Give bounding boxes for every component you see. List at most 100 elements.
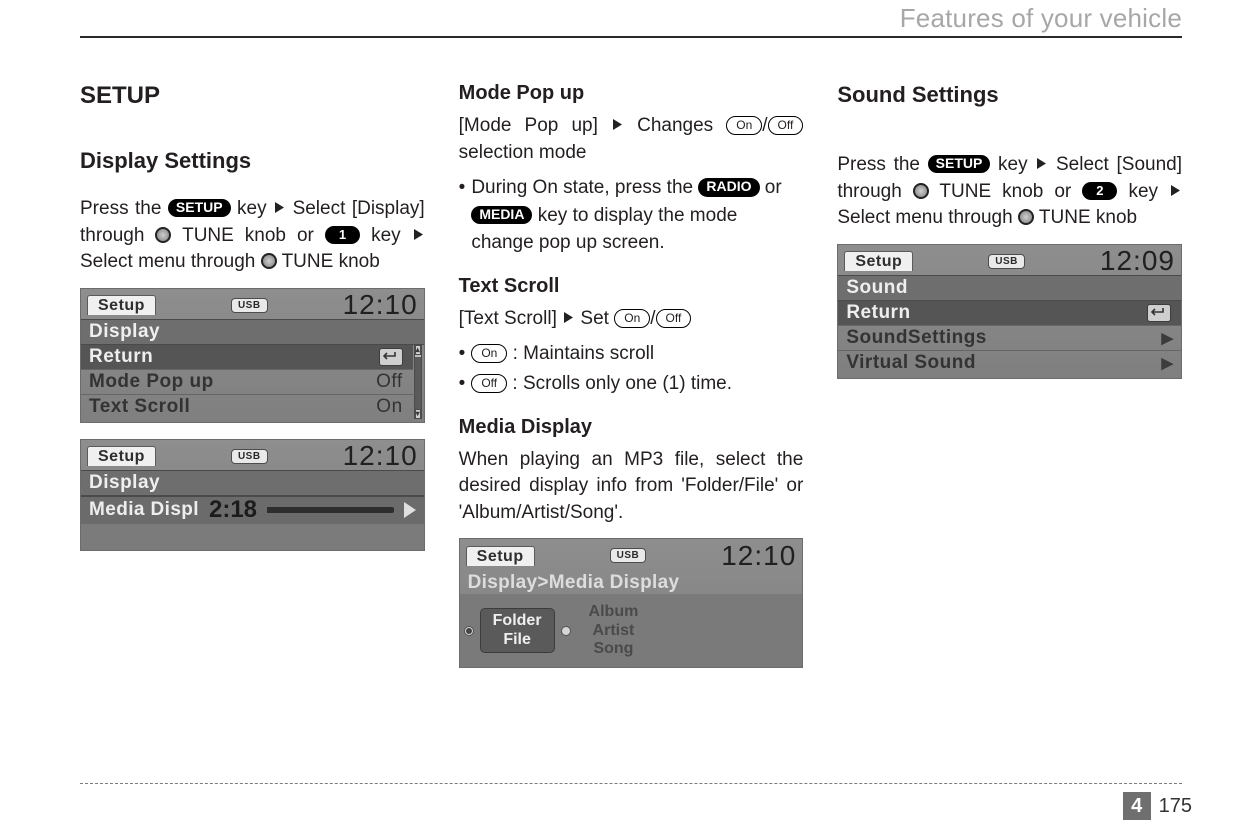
- lcd-section: Display: [81, 470, 424, 496]
- triangle-icon: [564, 312, 573, 323]
- setup-key-label: SETUP: [928, 155, 991, 173]
- usb-badge: USB: [231, 449, 268, 464]
- usb-badge: USB: [610, 548, 647, 563]
- heading-text-scroll: Text Scroll: [459, 275, 804, 298]
- text: key: [998, 154, 1028, 175]
- lcd-header: Setup USB 12:09: [838, 245, 1181, 275]
- row-label: Text Scroll: [89, 396, 190, 418]
- opt-line3: Song: [589, 640, 639, 658]
- text-scroll-bullets: On : Maintains scroll Off : Scrolls only…: [459, 340, 804, 397]
- tune-knob-icon: [155, 227, 171, 243]
- media-key-label: MEDIA: [471, 206, 532, 224]
- lcd-list: Return SoundSettings ▶ Virtual Sound ▶: [838, 301, 1181, 375]
- lcd-options: Folder File Album Artist Song: [460, 594, 803, 667]
- opt-line2: File: [493, 631, 542, 649]
- text: Set: [580, 308, 614, 329]
- row-label: Return: [846, 302, 910, 324]
- row-label: Virtual Sound: [846, 352, 976, 374]
- tune-knob-icon: [261, 253, 277, 269]
- text: key: [1128, 181, 1158, 202]
- text-scroll-text: [Text Scroll] Set On/Off: [459, 306, 804, 333]
- row-value: On: [376, 396, 402, 418]
- heading-setup: SETUP: [80, 82, 425, 110]
- lcd-row-virtual-sound: Virtual Sound ▶: [838, 351, 1181, 375]
- triangle-icon: [1037, 158, 1046, 169]
- lcd-row-return: Return: [81, 345, 413, 370]
- opt-line1: Album: [589, 603, 639, 621]
- text: or: [765, 177, 782, 198]
- text: TUNE knob: [282, 251, 380, 272]
- text: TUNE knob or: [182, 225, 325, 246]
- lcd-clock: 12:10: [343, 440, 418, 472]
- lcd-header: Setup USB 12:10: [81, 440, 424, 470]
- lcd-row-return: Return: [838, 301, 1181, 326]
- page-footer: 4 175: [1123, 792, 1192, 820]
- usb-badge: USB: [988, 254, 1025, 269]
- return-icon: [379, 348, 403, 366]
- bullet: During On state, press the RADIO or MEDI…: [459, 174, 804, 257]
- column-2: Mode Pop up [Mode Pop up] Changes On/Off…: [459, 82, 804, 684]
- lcd-row-mode-popup: Mode Pop up Off: [81, 370, 413, 395]
- chapter-number: 4: [1123, 792, 1151, 820]
- sound-instructions: Press the SETUP key Select [Sound] throu…: [837, 152, 1182, 232]
- tune-knob-icon: [1018, 209, 1034, 225]
- lcd-sound-settings: Setup USB 12:09 Sound Return SoundSettin…: [837, 244, 1182, 379]
- off-pill: Off: [768, 116, 804, 135]
- text: Select menu through: [80, 251, 261, 272]
- triangle-icon: [613, 119, 622, 130]
- heading-mode-popup: Mode Pop up: [459, 82, 804, 105]
- lcd-breadcrumb: Display>Media Display: [460, 569, 803, 594]
- three-column-layout: SETUP Display Settings Press the SETUP k…: [80, 82, 1182, 684]
- triangle-icon: [414, 229, 423, 240]
- usb-badge: USB: [231, 298, 268, 313]
- lcd-display-settings: Setup USB 12:10 Display Return Mode Pop …: [80, 288, 425, 423]
- row-label: Return: [89, 346, 153, 368]
- lcd-media-display-row: Setup USB 12:10 Display Media Displ 2:18: [80, 439, 425, 551]
- heading-display-settings: Display Settings: [80, 148, 425, 174]
- column-3: Sound Settings Press the SETUP key Selec…: [837, 82, 1182, 684]
- lcd-section: Sound: [838, 275, 1181, 301]
- tune-knob-icon: [913, 183, 929, 199]
- text: Press the: [837, 154, 927, 175]
- bullet: On : Maintains scroll: [459, 340, 804, 368]
- text: Select menu through: [837, 207, 1018, 228]
- radio-off-icon: [561, 626, 571, 636]
- option-album-artist-song: Album Artist Song: [577, 600, 651, 661]
- on-pill: On: [614, 309, 650, 328]
- text: Press the: [80, 198, 168, 219]
- text: Changes: [637, 115, 726, 136]
- triangle-icon: [1171, 185, 1180, 196]
- text: TUNE knob or: [939, 181, 1082, 202]
- submenu-arrow-icon: ▶: [1161, 329, 1171, 347]
- lcd-list: Return Mode Pop up Off Text Scroll On ▴: [81, 345, 424, 419]
- running-head: Features of your vehicle: [900, 3, 1182, 34]
- row-value: Off: [376, 371, 403, 393]
- display-instructions: Press the SETUP key Select [Display] thr…: [80, 196, 425, 276]
- page-number: 175: [1151, 795, 1192, 818]
- text: TUNE knob: [1039, 207, 1137, 228]
- lcd-title: Setup: [87, 295, 156, 315]
- radio-key-label: RADIO: [698, 178, 759, 196]
- lcd-media-display-options: Setup USB 12:10 Display>Media Display Fo…: [459, 538, 804, 668]
- lcd-clock: 12:09: [1100, 245, 1175, 277]
- triangle-icon: [275, 202, 284, 213]
- text: [Text Scroll]: [459, 308, 557, 329]
- lcd-row-soundsettings: SoundSettings ▶: [838, 326, 1181, 351]
- row-label: Mode Pop up: [89, 371, 214, 393]
- header-rule: [80, 36, 1182, 38]
- media-display-label: Media Displ: [89, 499, 199, 521]
- lcd-title: Setup: [844, 251, 913, 271]
- play-icon: [404, 502, 416, 518]
- text: [Mode Pop up]: [459, 115, 598, 136]
- lcd-title: Setup: [466, 546, 535, 566]
- mode-popup-text: [Mode Pop up] Changes On/Off selection m…: [459, 113, 804, 166]
- lcd-scrollbar: ▴ ▾: [414, 345, 422, 419]
- text: selection mode: [459, 142, 587, 163]
- lcd-title: Setup: [87, 446, 156, 466]
- row-label: SoundSettings: [846, 327, 987, 349]
- lcd-clock: 12:10: [343, 289, 418, 321]
- one-key-label: 1: [325, 226, 360, 244]
- lcd-media-display-bar: Media Displ 2:18: [81, 496, 424, 524]
- column-1: SETUP Display Settings Press the SETUP k…: [80, 82, 425, 684]
- text: : Maintains scroll: [507, 343, 654, 364]
